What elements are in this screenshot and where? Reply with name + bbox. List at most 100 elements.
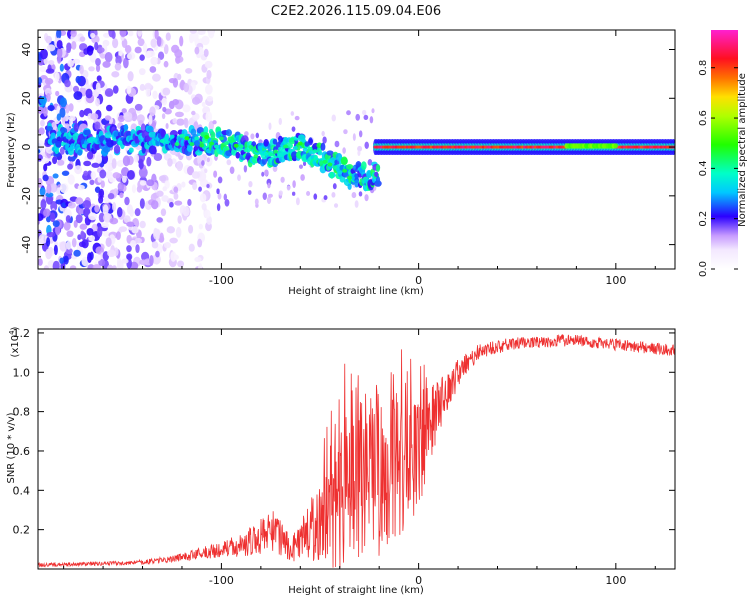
heatmap-cell (55, 90, 60, 97)
heatmap-cell (39, 48, 48, 60)
heatmap-cell (128, 30, 134, 37)
heatmap-cell (172, 98, 180, 106)
heatmap-cell (153, 227, 158, 237)
heatmap-cell (290, 111, 295, 116)
heatmap-cell (358, 130, 363, 138)
heatmap-cell (340, 156, 348, 165)
heatmap-cell (74, 165, 83, 175)
heatmap-cell (72, 58, 81, 64)
heatmap-cell (70, 30, 77, 38)
heatmap-cell (117, 182, 125, 192)
heatmap-cell (158, 175, 167, 182)
spectrogram-y-tick-label: 0 (20, 144, 33, 151)
heatmap-cell (39, 96, 47, 105)
heatmap-cell (175, 55, 181, 64)
heatmap-cell (98, 195, 104, 204)
heatmap-cell (192, 96, 201, 105)
spectrogram-y-tick-label: -20 (20, 187, 33, 205)
heatmap-cell (339, 175, 346, 183)
heatmap-cell (52, 156, 58, 165)
snr-series-line (38, 334, 675, 569)
heatmap-cell (263, 151, 269, 156)
heatmap-cell (83, 160, 92, 167)
heatmap-cell (241, 135, 249, 144)
heatmap-cell (188, 224, 194, 234)
heatmap-cell (185, 68, 193, 74)
heatmap-cell (186, 145, 193, 152)
heatmap-cell (46, 44, 56, 52)
snr-y-tick-label: 0.2 (13, 524, 31, 537)
heatmap-cell (278, 146, 284, 151)
heatmap-cell (142, 42, 148, 53)
heatmap-cell (90, 32, 96, 39)
snr-x-tick-label: 100 (605, 574, 626, 587)
heatmap-cell (45, 35, 53, 44)
heatmap-cell (201, 35, 210, 46)
heatmap-cell (201, 203, 207, 211)
heatmap-cell (92, 264, 102, 269)
heatmap-cell (85, 88, 93, 99)
heatmap-cell (99, 169, 107, 179)
heatmap-cell (126, 170, 135, 180)
heatmap-cell (46, 216, 51, 223)
heatmap-cell (261, 171, 265, 177)
snr-frame (37, 328, 676, 570)
heatmap-cell (52, 220, 60, 228)
heatmap-cell (67, 174, 75, 185)
heatmap-cell (184, 136, 190, 141)
heatmap-cell (364, 194, 369, 202)
snr-x-ticks: -100 0 100 (63, 329, 656, 587)
heatmap-cell (351, 191, 357, 199)
snr-y-tick-label: 0.4 (13, 484, 31, 497)
heatmap-cell (114, 62, 122, 71)
snr-y-tick-label: 1.2 (13, 327, 31, 340)
heatmap-cell (41, 157, 50, 164)
heatmap-cell (150, 56, 158, 66)
heatmap-cell (102, 204, 109, 216)
heatmap-cell (39, 143, 45, 154)
heatmap-cell (187, 198, 192, 206)
heatmap-cell (233, 143, 239, 148)
heatmap-cell (213, 170, 218, 178)
heatmap-cell (191, 171, 200, 179)
heatmap-cell (86, 227, 94, 236)
heatmap-cell (56, 47, 63, 59)
heatmap-cell (119, 30, 127, 38)
heatmap-cell (188, 243, 195, 252)
heatmap-cell (83, 170, 89, 176)
heatmap-cell (45, 248, 52, 260)
heatmap-cell (94, 204, 100, 213)
heatmap-cell (63, 221, 71, 231)
heatmap-cell (38, 213, 44, 221)
snr-y-scale: (x104) (8, 326, 21, 357)
heatmap-cell (73, 219, 78, 228)
heatmap-cell (137, 30, 143, 37)
heatmap-cell (149, 106, 156, 117)
heatmap-cell (205, 84, 213, 95)
heatmap-cell (79, 109, 85, 118)
heatmap-cell (613, 143, 619, 149)
heatmap-cell (134, 237, 143, 244)
heatmap-cell (134, 135, 139, 144)
heatmap-cell (118, 49, 123, 57)
heatmap-cell (197, 46, 204, 56)
heatmap-cell (212, 120, 217, 125)
heatmap-cell (53, 244, 58, 256)
heatmap-cell (122, 155, 131, 167)
spectrogram-panel: -100 0 100 -40 -20 0 20 40 Height of straight … (6, 29, 676, 297)
heatmap-cell (367, 158, 373, 166)
heatmap-cell (273, 149, 279, 154)
heatmap-cell (79, 223, 88, 230)
heatmap-cell (134, 46, 142, 54)
heatmap-cell (123, 124, 129, 131)
heatmap-cell (133, 153, 140, 163)
heatmap-cell (73, 122, 79, 132)
heatmap-cell (169, 237, 178, 244)
heatmap-cell (176, 160, 183, 172)
heatmap-cell (90, 113, 99, 120)
heatmap-cell (123, 57, 129, 69)
heatmap-cell (355, 113, 361, 121)
heatmap-cell (262, 192, 268, 200)
heatmap-cell (104, 51, 113, 63)
heatmap-cell (172, 77, 179, 88)
